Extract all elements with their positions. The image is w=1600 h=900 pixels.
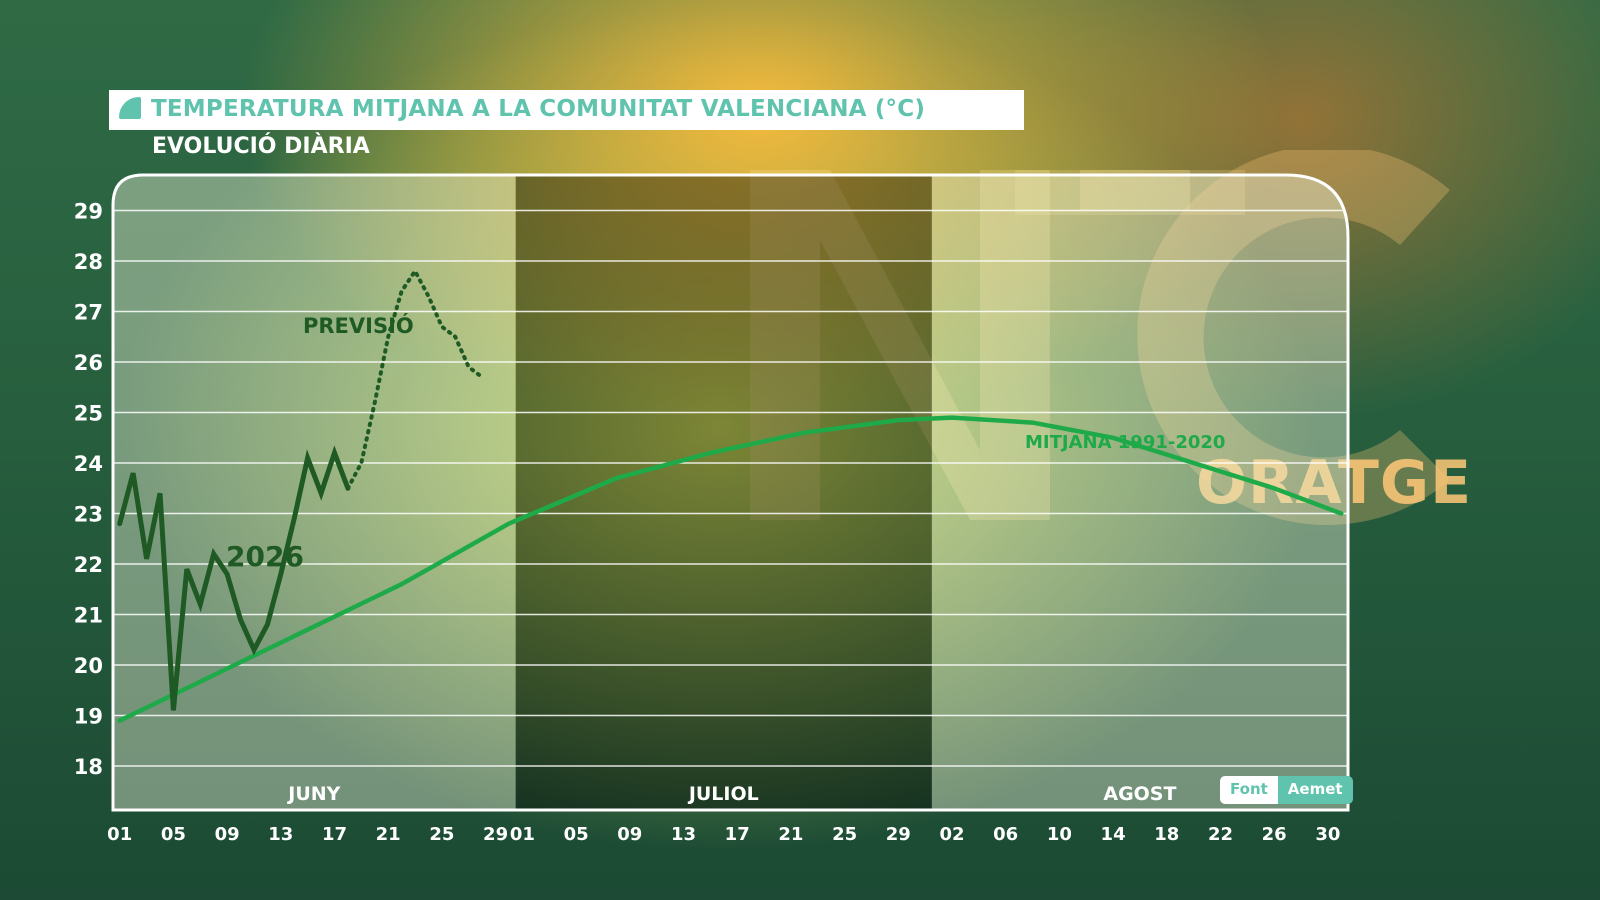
x-tick-label: 30 bbox=[1315, 824, 1340, 845]
month-band-juny bbox=[113, 175, 516, 810]
y-tick-label: 28 bbox=[74, 250, 103, 274]
series-label-2026: 2026 bbox=[226, 540, 304, 573]
y-tick-label: 26 bbox=[74, 351, 103, 375]
x-tick-label: 09 bbox=[617, 824, 642, 845]
y-tick-label: 29 bbox=[74, 200, 103, 224]
y-tick-label: 23 bbox=[74, 503, 103, 527]
x-tick-label: 17 bbox=[322, 824, 347, 845]
x-tick-label: 13 bbox=[268, 824, 293, 845]
x-tick-label: 25 bbox=[429, 824, 454, 845]
x-tick-label: 10 bbox=[1047, 824, 1072, 845]
x-tick-label: 01 bbox=[107, 824, 132, 845]
chart-subtitle: EVOLUCIÓ DIÀRIA bbox=[152, 134, 370, 159]
month-band-agost bbox=[931, 175, 1348, 810]
x-tick-label: 22 bbox=[1208, 824, 1233, 845]
leaf-icon bbox=[119, 97, 141, 119]
x-tick-label: 21 bbox=[778, 824, 803, 845]
brand-logo-text: ORATGE bbox=[1196, 448, 1472, 518]
x-tick-label: 17 bbox=[725, 824, 750, 845]
source-value: Aemet bbox=[1277, 776, 1353, 804]
x-tick-label: 06 bbox=[993, 824, 1018, 845]
y-tick-label: 21 bbox=[74, 604, 103, 628]
x-tick-label: 29 bbox=[483, 824, 508, 845]
y-tick-label: 24 bbox=[74, 452, 103, 476]
source-label: Font bbox=[1220, 776, 1278, 804]
series-line-forecast bbox=[345, 267, 485, 491]
series-label-forecast: PREVISIÓ bbox=[303, 313, 414, 338]
month-label-juliol: JULIOL bbox=[687, 783, 759, 805]
y-tick-label: 22 bbox=[74, 553, 103, 577]
x-tick-label: 25 bbox=[832, 824, 857, 845]
series-line-normal bbox=[117, 415, 1344, 723]
month-label-juny: JUNY bbox=[286, 783, 340, 805]
plot-frame bbox=[111, 173, 1350, 812]
chart-title-box: TEMPERATURA MITJANA A LA COMUNITAT VALEN… bbox=[109, 90, 1024, 130]
y-tick-label: 25 bbox=[74, 402, 103, 426]
y-tick-label: 19 bbox=[74, 705, 103, 729]
month-label-agost: AGOST bbox=[1103, 783, 1176, 805]
chart-title: TEMPERATURA MITJANA A LA COMUNITAT VALEN… bbox=[151, 96, 926, 122]
x-tick-label: 18 bbox=[1154, 824, 1179, 845]
series-line-2026 bbox=[117, 445, 351, 711]
x-tick-label: 01 bbox=[510, 824, 535, 845]
x-tick-label: 26 bbox=[1262, 824, 1287, 845]
series-label-normal: MITJANA 1991-2020 bbox=[1025, 432, 1225, 453]
x-tick-label: 21 bbox=[376, 824, 401, 845]
y-tick-label: 27 bbox=[74, 301, 103, 325]
source-badge: Font Aemet bbox=[1220, 776, 1353, 804]
x-tick-label: 05 bbox=[161, 824, 186, 845]
x-tick-label: 29 bbox=[886, 824, 911, 845]
x-tick-label: 13 bbox=[671, 824, 696, 845]
y-tick-label: 20 bbox=[74, 654, 103, 678]
x-tick-label: 05 bbox=[564, 824, 589, 845]
x-tick-label: 14 bbox=[1101, 824, 1126, 845]
x-tick-label: 09 bbox=[215, 824, 240, 845]
y-tick-label: 18 bbox=[74, 755, 103, 779]
x-tick-label: 02 bbox=[939, 824, 964, 845]
